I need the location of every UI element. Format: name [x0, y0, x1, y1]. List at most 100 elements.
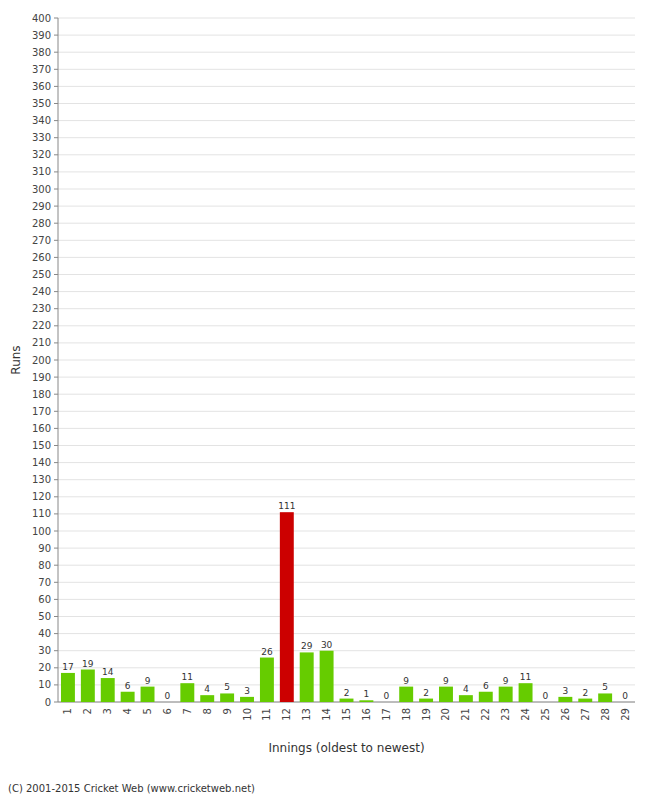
- grid-line: [58, 342, 635, 343]
- x-tick-label: 12: [281, 708, 292, 721]
- bar: [300, 652, 314, 702]
- bar: [359, 700, 373, 702]
- y-tick: [54, 650, 58, 651]
- data-label: 9: [443, 676, 449, 686]
- y-tick-label: 120: [32, 491, 51, 502]
- y-tick-label: 220: [32, 320, 51, 331]
- y-tick-label: 320: [32, 149, 51, 160]
- x-tick-label: 10: [242, 708, 253, 721]
- y-tick: [54, 684, 58, 685]
- x-tick-label: 24: [520, 708, 531, 721]
- y-tick-label: 130: [32, 474, 51, 485]
- y-tick: [54, 531, 58, 532]
- bar: [558, 697, 572, 702]
- y-tick-label: 240: [32, 286, 51, 297]
- y-tick-label: 200: [32, 355, 51, 366]
- x-tick-label: 2: [82, 708, 93, 714]
- grid-line: [58, 548, 635, 549]
- x-tick-label: 1: [62, 708, 73, 714]
- data-label: 6: [125, 681, 131, 691]
- grid-line: [58, 69, 635, 70]
- grid-line: [58, 171, 635, 172]
- grid-line: [58, 257, 635, 258]
- x-tick-label: 11: [261, 708, 272, 721]
- bar: [121, 692, 135, 702]
- bar: [81, 670, 95, 702]
- bar: [61, 673, 75, 702]
- data-label: 2: [423, 688, 429, 698]
- y-tick-label: 90: [38, 543, 51, 554]
- grid-line: [58, 189, 635, 190]
- y-tick-label: 300: [32, 184, 51, 195]
- y-tick-label: 370: [32, 64, 51, 75]
- y-tick-label: 10: [38, 679, 51, 690]
- chart: 0102030405060708090100110120130140150160…: [0, 0, 650, 800]
- y-tick-label: 0: [45, 697, 51, 708]
- bar: [419, 699, 433, 702]
- y-tick-label: 380: [32, 47, 51, 58]
- data-label: 0: [165, 691, 171, 701]
- data-label: 0: [543, 691, 549, 701]
- grid-line: [58, 394, 635, 395]
- grid-line: [58, 137, 635, 138]
- x-tick-label: 21: [460, 708, 471, 721]
- x-tick-label: 4: [122, 708, 133, 714]
- y-tick-label: 40: [38, 628, 51, 639]
- y-tick: [54, 257, 58, 258]
- y-tick-label: 180: [32, 389, 51, 400]
- x-tick-label: 29: [620, 708, 631, 721]
- grid-line: [58, 445, 635, 446]
- data-label: 30: [321, 640, 333, 650]
- grid-line: [58, 513, 635, 514]
- bar: [479, 692, 493, 702]
- bar: [240, 697, 254, 702]
- grid-line: [58, 360, 635, 361]
- y-tick: [54, 291, 58, 292]
- data-label: 9: [403, 676, 409, 686]
- data-label: 6: [483, 681, 489, 691]
- bar: [578, 699, 592, 702]
- y-tick-label: 230: [32, 303, 51, 314]
- x-tick-label: 3: [102, 708, 113, 714]
- y-tick: [54, 274, 58, 275]
- data-label: 17: [62, 662, 73, 672]
- y-tick-label: 260: [32, 252, 51, 263]
- axes: 0102030405060708090100110120130140150160…: [32, 13, 635, 721]
- y-tick: [54, 565, 58, 566]
- y-tick-label: 30: [38, 645, 51, 656]
- y-tick: [54, 137, 58, 138]
- bar: [141, 687, 155, 702]
- y-tick: [54, 103, 58, 104]
- y-tick-label: 210: [32, 337, 51, 348]
- data-label: 5: [224, 682, 230, 692]
- y-tick-label: 190: [32, 372, 51, 383]
- x-tick-label: 25: [540, 708, 551, 721]
- y-tick: [54, 616, 58, 617]
- y-tick: [54, 599, 58, 600]
- x-tick-label: 13: [301, 708, 312, 721]
- bar: [459, 695, 473, 702]
- data-label: 9: [503, 676, 509, 686]
- y-tick-label: 160: [32, 423, 51, 434]
- data-label: 11: [182, 672, 193, 682]
- grid-line: [58, 565, 635, 566]
- y-tick: [54, 86, 58, 87]
- bar: [598, 693, 612, 702]
- y-tick-label: 100: [32, 526, 51, 537]
- x-tick-label: 19: [421, 708, 432, 721]
- grid-line: [58, 154, 635, 155]
- y-tick: [54, 462, 58, 463]
- grid-line: [58, 18, 635, 19]
- grid-line: [58, 462, 635, 463]
- y-tick-label: 250: [32, 269, 51, 280]
- y-tick-label: 280: [32, 218, 51, 229]
- y-tick: [54, 240, 58, 241]
- data-label: 4: [204, 684, 210, 694]
- data-label: 9: [145, 676, 151, 686]
- x-tick-label: 9: [222, 708, 233, 714]
- grid-line: [58, 650, 635, 651]
- grid-line: [58, 479, 635, 480]
- grid-line: [58, 120, 635, 121]
- y-tick: [54, 206, 58, 207]
- y-tick-label: 70: [38, 577, 51, 588]
